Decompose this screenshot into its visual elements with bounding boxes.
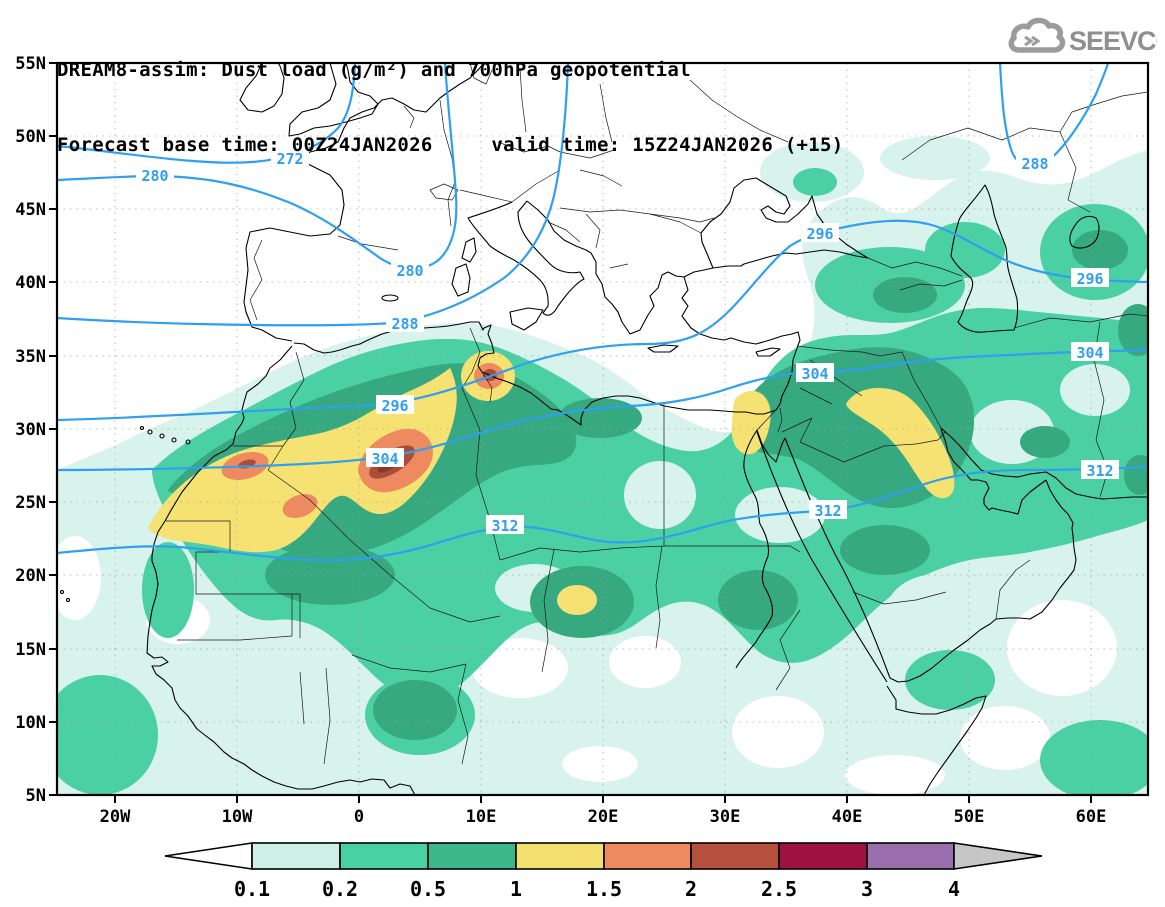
lat-axis-labels: 55N 50N 45N 40N 35N 30N 25N 20N 15N 10N …: [15, 54, 46, 806]
lon-tick-label: 50E: [954, 807, 985, 827]
colorbar-label: 2: [685, 877, 697, 901]
lon-tick-label: 10E: [466, 807, 497, 827]
contour-272: [57, 63, 357, 164]
lat-tick-label: 15N: [15, 640, 46, 660]
lat-tick-label: 45N: [15, 200, 46, 220]
contour-label: 280: [141, 167, 168, 185]
contour-296: [57, 219, 1148, 422]
lat-tick-label: 50N: [15, 127, 46, 147]
colorbar-label: 1.5: [586, 877, 622, 901]
colorbar: 0.1 0.2 0.5 1 1.5 2 2.5 3 4: [164, 842, 1043, 901]
map-title: DREAM8-assim: Dust load (g/m²) and 700hP…: [57, 59, 691, 81]
lat-tick-label: 30N: [15, 420, 46, 440]
contour-label: 272: [276, 150, 303, 168]
contour-label: 304: [371, 450, 398, 468]
dust-fill-gaps: [57, 264, 1117, 795]
colorbar-label: 0.2: [322, 877, 358, 901]
lat-tick-label: 20N: [15, 566, 46, 586]
lat-tick-label: 35N: [15, 347, 46, 367]
contour-304: [57, 348, 1148, 472]
lon-axis-labels: 20W 10W 0 10E 20E 30E 40E 50E 60E: [100, 807, 1107, 827]
colorbar-segment: [778, 842, 868, 870]
colorbar-label: 0.5: [410, 877, 446, 901]
contour-288-east: [998, 63, 1110, 168]
colorbar-segment: [866, 842, 955, 870]
contour-label: 304: [1076, 344, 1103, 362]
lat-tick-label: 55N: [15, 54, 46, 74]
colorbar-arrow-left: [164, 842, 253, 870]
contour-label: 288: [1021, 155, 1048, 173]
colorbar-segment: [339, 842, 429, 870]
lon-tick-label: 10W: [222, 807, 253, 827]
contour-label: 312: [1086, 462, 1113, 480]
axis-ticks: [49, 62, 1092, 803]
seevccc-logo: SEEVCCC: [1008, 17, 1157, 56]
colorbar-label: 1: [510, 877, 522, 901]
contour-label: 280: [396, 262, 423, 280]
lon-tick-label: 20W: [100, 807, 131, 827]
lon-tick-label: 20E: [588, 807, 619, 827]
colorbar-segment: [603, 842, 692, 870]
colorbar-label: 4: [948, 877, 960, 901]
contour-label: 304: [801, 365, 828, 383]
lat-tick-label: 40N: [15, 273, 46, 293]
logo-text: SEEVCCC: [1069, 26, 1157, 56]
colorbar-label: 0.1: [234, 877, 270, 901]
contour-label: 296: [381, 397, 408, 415]
lon-tick-label: 40E: [832, 807, 863, 827]
contour-label: 296: [1076, 270, 1103, 288]
contour-312: [57, 465, 1148, 562]
lon-tick-label: 60E: [1076, 807, 1107, 827]
colorbar-label: 3: [861, 877, 873, 901]
lat-tick-label: 25N: [15, 493, 46, 513]
map-subtitle: Forecast base time: 00Z24JAN2026 valid t…: [57, 134, 844, 156]
contour-labels: 272 280 280 288 288 296 296 296 304 304 …: [136, 148, 1119, 535]
lat-tick-label: 5N: [26, 786, 46, 806]
colorbar-segment: [251, 842, 341, 870]
colorbar-labels: 0.1 0.2 0.5 1 1.5 2 2.5 3 4: [234, 877, 960, 901]
colorbar-label: 2.5: [761, 877, 797, 901]
lat-tick-label: 10N: [15, 713, 46, 733]
geopotential-contours: [57, 63, 1148, 562]
contour-label: 312: [814, 502, 841, 520]
colorbar-segment: [515, 842, 605, 870]
contour-label: 288: [391, 315, 418, 333]
colorbar-arrow-right: [953, 842, 1043, 870]
contour-288-west: [57, 63, 570, 327]
colorbar-segment: [427, 842, 517, 870]
contour-label: 312: [491, 517, 518, 535]
cloud-logo-icon: [1008, 17, 1066, 53]
contour-label: 296: [806, 225, 833, 243]
lon-tick-label: 0: [354, 807, 364, 827]
page-title-block: DREAM8-assim: Dust load (g/m²) and 700hP…: [57, 8, 844, 208]
lon-tick-label: 30E: [710, 807, 741, 827]
colorbar-segment: [690, 842, 780, 870]
dust-fill-1: [148, 351, 955, 615]
